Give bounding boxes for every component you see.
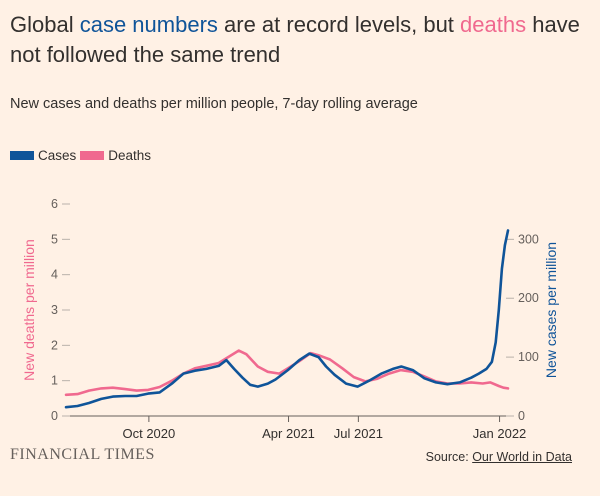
title-text-2: are at record levels, but — [217, 12, 461, 37]
legend-label-deaths: Deaths — [108, 148, 152, 163]
legend-item-cases: Cases — [10, 148, 76, 163]
source-prefix: Source: — [425, 450, 473, 464]
y-right-tick-label-0: 0 — [518, 409, 525, 423]
y-right-tick-label-3: 300 — [518, 232, 539, 246]
y-right-axis-title: New cases per million — [543, 242, 559, 378]
x-tick-label-0: Oct 2020 — [122, 426, 175, 441]
title-deaths-highlight: deaths — [460, 12, 527, 37]
y-left-axis-title: New deaths per million — [21, 239, 37, 381]
chart-title: Global case numbers are at record levels… — [10, 10, 590, 70]
series-line-cases — [64, 229, 510, 409]
chart-subtitle: New cases and deaths per million people,… — [10, 96, 418, 112]
x-tick-label-2: Jul 2021 — [334, 426, 383, 441]
series-line-deaths — [64, 349, 510, 397]
legend-swatch-deaths — [80, 151, 105, 160]
y-left-tick-label-0: 0 — [51, 409, 58, 423]
ft-brand: FINANCIAL TIMES — [10, 446, 155, 463]
legend-label-cases: Cases — [38, 148, 77, 163]
source-note: Source: Our World in Data — [426, 450, 572, 464]
legend-item-deaths: Deaths — [80, 148, 151, 163]
y-left-tick-label-4: 4 — [51, 268, 58, 282]
y-left-tick-label-2: 2 — [51, 338, 58, 352]
y-right-tick-label-2: 200 — [518, 291, 539, 305]
y-right-tick-label-1: 100 — [518, 350, 539, 364]
y-left-tick-label-1: 1 — [51, 374, 58, 388]
title-cases-highlight: case numbers — [79, 12, 218, 37]
x-tick-label-3: Jan 2022 — [473, 426, 527, 441]
x-tick-label-1: Apr 2021 — [262, 426, 315, 441]
y-left-tick-label-5: 5 — [51, 232, 58, 246]
title-text-3: have not followed the same trend — [10, 12, 580, 67]
y-left-tick-label-6: 6 — [51, 197, 58, 211]
legend-swatch-cases — [10, 151, 34, 160]
y-left-tick-label-3: 3 — [51, 303, 58, 317]
title-text-1: Global — [10, 12, 80, 37]
source-link[interactable]: Our World in Data — [472, 450, 572, 464]
legend: Cases Deaths — [10, 148, 155, 163]
